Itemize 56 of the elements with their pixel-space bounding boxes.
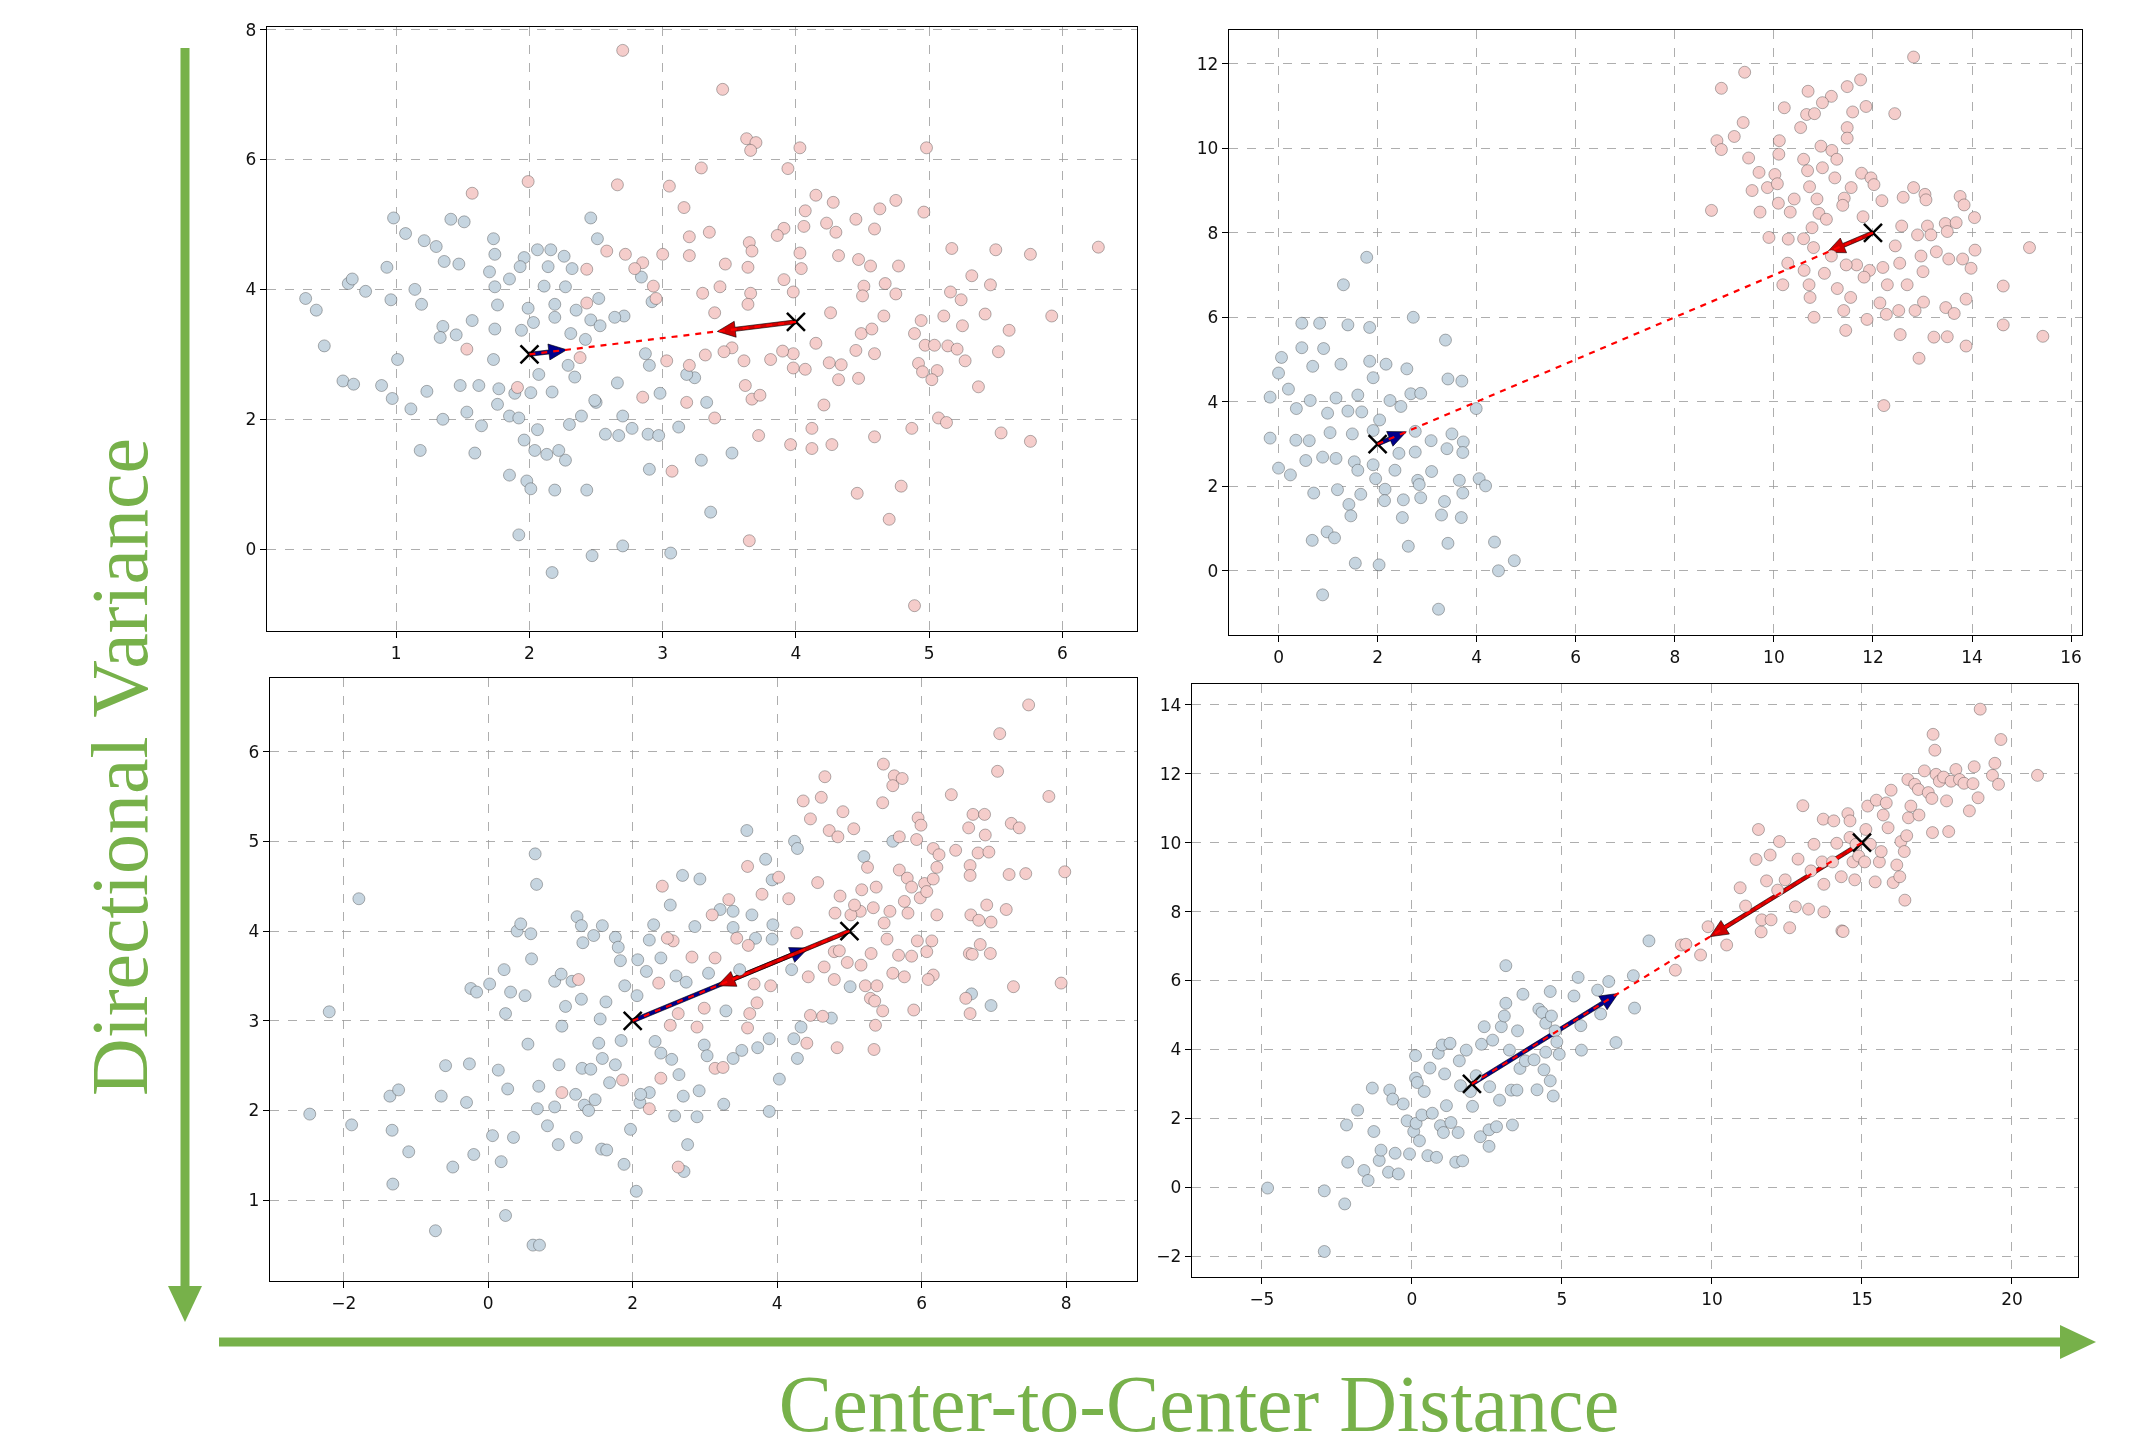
x-tick-label: 4 bbox=[790, 642, 802, 663]
y-tick-label: 4 bbox=[248, 920, 260, 941]
y-tick-label: 6 bbox=[1207, 307, 1219, 328]
x-tick-label: 2 bbox=[524, 642, 535, 663]
x-tick-label: 1 bbox=[390, 642, 402, 663]
x-tick-label: 2 bbox=[1372, 646, 1384, 667]
y-tick-label: 1 bbox=[248, 1190, 260, 1211]
y-tick-label: 0 bbox=[1207, 560, 1219, 581]
x-tick-label: −2 bbox=[331, 1292, 357, 1313]
y-tick-label: 12 bbox=[1159, 763, 1182, 784]
x-tick-label: 16 bbox=[2060, 646, 2082, 667]
x-tick-label: 12 bbox=[1862, 646, 1884, 667]
x-tick-label: 4 bbox=[1471, 646, 1483, 667]
y-tick-label: 12 bbox=[1196, 53, 1219, 74]
x-tick-label: 15 bbox=[1851, 1288, 1873, 1309]
x-tick-label: 2 bbox=[627, 1292, 639, 1313]
y-tick-label: −2 bbox=[1156, 1246, 1182, 1267]
x-tick-label: 0 bbox=[1406, 1288, 1418, 1309]
x-tick-label: 0 bbox=[1273, 646, 1284, 667]
x-tick-label: −5 bbox=[1249, 1288, 1275, 1309]
y-tick-label: 4 bbox=[245, 279, 257, 300]
y-tick-label: 0 bbox=[245, 539, 257, 560]
x-tick-label: 10 bbox=[1701, 1288, 1723, 1309]
y-tick-label: 10 bbox=[1159, 832, 1182, 853]
y-tick-label: 2 bbox=[1207, 476, 1219, 497]
y-tick-label: 2 bbox=[248, 1100, 260, 1121]
x-tick-label: 5 bbox=[1556, 1288, 1568, 1309]
x-tick-label: 4 bbox=[771, 1292, 783, 1313]
y-tick-label: 14 bbox=[1159, 694, 1182, 715]
y-tick-label: 8 bbox=[1207, 222, 1219, 243]
y-tick-label: 4 bbox=[1207, 391, 1219, 412]
x-tick-label: 8 bbox=[1669, 646, 1681, 667]
x-tick-label: 20 bbox=[2001, 1288, 2023, 1309]
y-tick-label: 8 bbox=[245, 19, 257, 40]
text: Center-to-Center Distance bbox=[778, 1360, 1620, 1447]
y-tick-label: 2 bbox=[245, 409, 257, 430]
y-tick-label: 6 bbox=[1170, 970, 1182, 991]
x-tick-label: 6 bbox=[1570, 646, 1582, 667]
x-tick-label: 6 bbox=[916, 1292, 928, 1313]
y-tick-label: 2 bbox=[1170, 1108, 1182, 1129]
y-tick-label: 0 bbox=[1170, 1177, 1182, 1198]
y-tick-label: 5 bbox=[248, 831, 260, 852]
x-tick-label: 10 bbox=[1763, 646, 1785, 667]
x-tick-label: 6 bbox=[1056, 642, 1068, 663]
y-tick-label: 6 bbox=[245, 149, 257, 170]
text: Directional Variance bbox=[76, 437, 164, 1097]
x-tick-label: 8 bbox=[1060, 1292, 1072, 1313]
y-tick-label: 8 bbox=[1170, 901, 1182, 922]
y-tick-label: 6 bbox=[248, 741, 260, 762]
x-tick-label: 3 bbox=[657, 642, 669, 663]
y-tick-label: 10 bbox=[1196, 138, 1219, 159]
y-tick-label: 3 bbox=[248, 1010, 260, 1031]
y-tick-label: 4 bbox=[1170, 1039, 1182, 1060]
x-tick-label: 5 bbox=[923, 642, 935, 663]
x-tick-label: 14 bbox=[1961, 646, 1983, 667]
x-tick-label: 0 bbox=[482, 1292, 494, 1313]
